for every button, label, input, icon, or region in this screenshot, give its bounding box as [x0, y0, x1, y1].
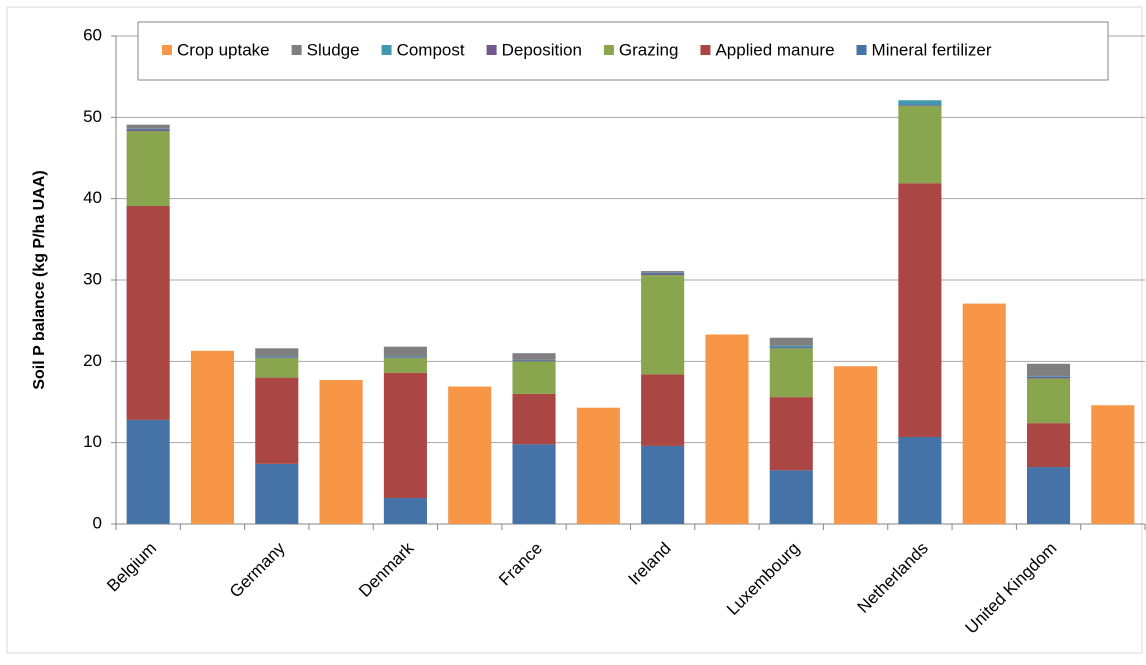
bar-segment	[512, 444, 556, 524]
bar-segment	[769, 348, 813, 398]
bar-segment	[255, 377, 299, 464]
bar-segment	[126, 124, 170, 129]
legend-swatch	[603, 45, 614, 55]
y-tick-label: 40	[83, 188, 102, 207]
legend-swatch	[486, 45, 497, 55]
legend-label: Grazing	[619, 40, 679, 59]
bar-segment	[1026, 375, 1071, 377]
y-tick-label: 60	[83, 25, 102, 44]
legend-label: Mineral fertilizer	[872, 40, 992, 59]
bar-segment	[126, 131, 170, 206]
y-tick-label: 20	[83, 351, 102, 370]
y-axis-label: Soil P balance (kg P/ha UAA)	[31, 170, 48, 389]
bar-segment	[962, 303, 1006, 524]
legend-swatch	[162, 45, 172, 55]
bar-segment	[898, 105, 942, 184]
bar-segment	[705, 334, 749, 524]
bar-segment	[512, 361, 556, 394]
bar-segment	[769, 337, 813, 346]
bar-segment	[512, 353, 556, 360]
y-tick-label: 30	[83, 269, 102, 288]
bar-segment	[769, 397, 813, 471]
legend-swatch	[291, 45, 302, 55]
legend-swatch	[700, 45, 711, 55]
bar-segment	[641, 275, 685, 375]
bar-segment	[255, 356, 299, 358]
bar-segment	[190, 350, 235, 524]
bar-segment	[383, 346, 427, 357]
bar-segment	[641, 374, 685, 446]
y-tick-label: 10	[83, 432, 102, 451]
bar-segment	[769, 470, 813, 524]
bar-segment	[255, 348, 299, 357]
legend-swatch	[381, 45, 392, 55]
bar-segment	[1026, 378, 1071, 424]
bar-segment	[448, 386, 492, 524]
bar-segment	[1026, 363, 1071, 376]
bar-segment	[126, 205, 170, 420]
bar-segment	[641, 445, 685, 524]
bar-segment	[898, 436, 942, 524]
bar-segment	[1091, 405, 1135, 524]
bar-segment	[255, 463, 299, 524]
bar-segment	[126, 419, 170, 524]
bar-segment	[898, 105, 942, 106]
legend-label: Compost	[397, 40, 465, 59]
legend-label: Crop uptake	[177, 40, 270, 59]
bar-segment	[834, 366, 878, 524]
y-tick-label: 50	[83, 107, 102, 126]
bar-segment	[576, 407, 620, 524]
bar-segment	[1026, 423, 1071, 468]
bar-segment	[1026, 467, 1071, 524]
bar-segment	[898, 183, 942, 437]
legend-label: Sludge	[307, 40, 360, 59]
legend-swatch	[856, 45, 867, 55]
bar-segment	[898, 100, 942, 106]
bar-segment	[1026, 376, 1071, 379]
legend-label: Deposition	[502, 40, 582, 59]
bar-segment	[255, 358, 299, 378]
bar-segment	[126, 129, 170, 132]
bar-segment	[641, 273, 685, 276]
bar-segment	[769, 347, 813, 349]
bar-segment	[512, 360, 556, 362]
bar-segment	[255, 357, 299, 359]
bar-segment	[383, 357, 427, 359]
bar-segment	[769, 345, 813, 348]
bar-segment	[383, 497, 427, 524]
bar-segment	[319, 380, 363, 524]
bar-segment	[126, 128, 170, 130]
chart-frame	[6, 6, 1143, 654]
bar-segment	[383, 356, 427, 358]
bar-segment	[641, 272, 685, 274]
bar-segment	[512, 393, 556, 445]
legend-label: Applied manure	[715, 40, 834, 59]
bar-segment	[383, 372, 427, 498]
bar-segment	[383, 358, 427, 373]
bar-segment	[512, 359, 556, 361]
bar-segment	[641, 271, 685, 273]
y-tick-label: 0	[93, 513, 102, 532]
